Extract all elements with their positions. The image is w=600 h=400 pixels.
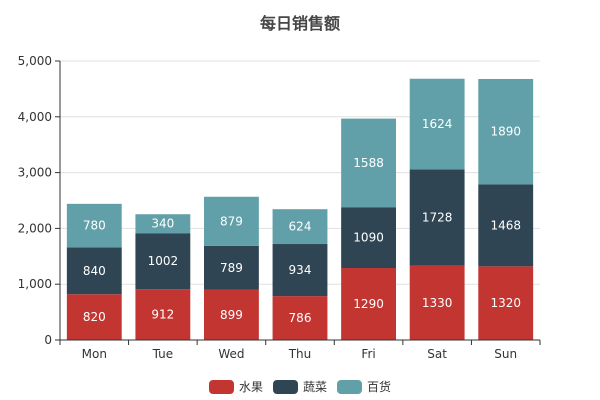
bar-segment bbox=[204, 289, 259, 340]
bar-segment bbox=[66, 247, 122, 295]
data-label: 879 bbox=[220, 214, 243, 228]
data-label: 789 bbox=[220, 261, 243, 275]
data-label: 780 bbox=[83, 219, 106, 233]
x-tick-label: Thu bbox=[288, 347, 312, 361]
bar-segment bbox=[135, 214, 191, 234]
data-label: 1624 bbox=[422, 117, 453, 131]
data-label: 899 bbox=[220, 308, 243, 322]
bar-segment bbox=[478, 266, 534, 340]
bar-segment bbox=[478, 78, 534, 185]
legend-label: 水果 bbox=[239, 380, 263, 394]
legend-swatch bbox=[273, 380, 298, 394]
bar-segment bbox=[341, 118, 396, 208]
data-label: 1468 bbox=[490, 218, 521, 232]
data-labels: 820 840 780 912 1002 340 899 789 879 786 934 624 129… bbox=[83, 117, 521, 325]
chart-title: 每日销售额 bbox=[260, 14, 340, 33]
data-label: 1290 bbox=[353, 297, 384, 311]
data-label: 820 bbox=[83, 310, 106, 324]
data-label: 912 bbox=[151, 308, 174, 322]
data-label: 1090 bbox=[353, 231, 384, 245]
y-tick-label: 3,000 bbox=[18, 166, 52, 180]
legend-item: 百货 bbox=[337, 379, 391, 394]
legend: 水果 蔬菜 百货 bbox=[209, 379, 391, 394]
legend-swatch bbox=[209, 380, 234, 394]
x-tick-label: Sun bbox=[494, 347, 517, 361]
bar-segment bbox=[272, 244, 328, 297]
bar-segment bbox=[66, 294, 122, 340]
data-label: 1330 bbox=[422, 296, 453, 310]
y-tick-label: 5,000 bbox=[18, 54, 52, 68]
legend-item: 水果 bbox=[209, 380, 263, 394]
data-label: 1588 bbox=[353, 156, 384, 170]
x-tick-label: Wed bbox=[218, 347, 244, 361]
data-label: 1728 bbox=[422, 211, 453, 225]
x-tick-label: Fri bbox=[361, 347, 375, 361]
axes: 0 1,000 2,000 3,000 4,000 5,000 Mon Tue Wed Thu Fr… bbox=[18, 54, 541, 361]
data-label: 840 bbox=[83, 264, 106, 278]
bar-segment bbox=[135, 289, 191, 340]
bar-segment bbox=[409, 169, 465, 266]
x-tick-label: Sat bbox=[427, 347, 447, 361]
bar-segment bbox=[478, 184, 534, 267]
bar-segment bbox=[341, 207, 396, 269]
y-tick-label: 4,000 bbox=[18, 110, 52, 124]
bar-segment bbox=[409, 78, 465, 170]
bar-segment bbox=[409, 265, 465, 340]
bar-segment bbox=[135, 233, 191, 290]
bar-segment bbox=[204, 245, 259, 290]
bar-segment bbox=[341, 268, 396, 340]
bars bbox=[66, 78, 534, 340]
bar-segment bbox=[272, 296, 328, 340]
y-tick-label: 1,000 bbox=[18, 277, 52, 291]
data-label: 1002 bbox=[148, 254, 179, 268]
legend-label: 蔬菜 bbox=[303, 380, 327, 394]
data-label: 340 bbox=[151, 217, 174, 231]
data-label: 934 bbox=[289, 263, 312, 277]
legend-item: 蔬菜 bbox=[273, 380, 327, 394]
data-label: 1320 bbox=[490, 296, 521, 310]
x-tick-label: Tue bbox=[152, 347, 174, 361]
legend-label: 百货 bbox=[367, 379, 391, 394]
x-tick-label: Mon bbox=[82, 347, 107, 361]
data-label: 624 bbox=[289, 220, 312, 234]
bar-segment bbox=[272, 209, 328, 245]
legend-swatch bbox=[337, 380, 362, 394]
bar-segment bbox=[204, 196, 259, 246]
data-label: 1890 bbox=[490, 125, 521, 139]
bar-segment bbox=[66, 203, 122, 248]
data-label: 786 bbox=[289, 311, 312, 325]
y-tick-label: 0 bbox=[44, 333, 52, 347]
y-tick-label: 2,000 bbox=[18, 221, 52, 235]
